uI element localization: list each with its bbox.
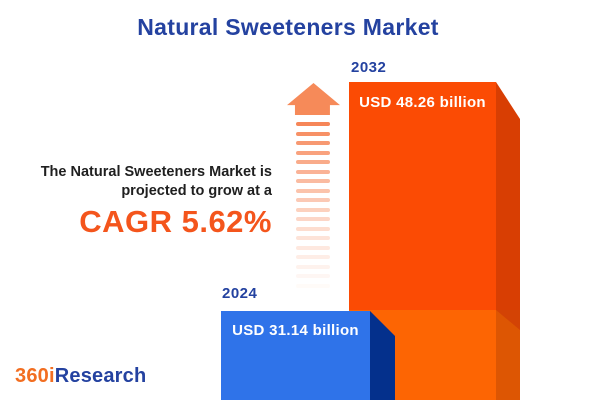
bar-2024-side bbox=[370, 311, 395, 400]
arrow-dash bbox=[296, 198, 330, 202]
year-label-2024: 2024 bbox=[222, 285, 258, 302]
arrow-dash bbox=[296, 141, 330, 145]
arrow-dash bbox=[296, 245, 330, 250]
arrow-dash bbox=[296, 264, 330, 269]
arrow-dash bbox=[296, 169, 330, 174]
arrow-dash bbox=[296, 150, 330, 155]
cagr-value: CAGR 5.62% bbox=[79, 204, 272, 239]
arrow-dash bbox=[296, 274, 330, 278]
bar-2032-front-growth-segment bbox=[349, 82, 496, 310]
arrow-dash bbox=[296, 207, 330, 212]
annotation-line-1: The Natural Sweeteners Market is bbox=[40, 164, 272, 180]
arrow-dash bbox=[296, 188, 330, 193]
annotation-block: The Natural Sweeteners Market is project… bbox=[0, 163, 272, 240]
arrow-dash bbox=[296, 179, 330, 183]
arrow-dash bbox=[296, 122, 330, 126]
arrow-dash bbox=[296, 255, 330, 259]
bar-value-2024: USD 31.14 billion bbox=[232, 322, 359, 339]
arrow-dash bbox=[296, 131, 330, 136]
arrow-dash bbox=[296, 160, 330, 164]
brand-logo: 360iResearch bbox=[15, 365, 146, 388]
brand-logo-prefix: 360i bbox=[15, 365, 55, 387]
arrow-dash bbox=[296, 283, 330, 288]
bar-2032-side-seam-bevel bbox=[496, 310, 520, 330]
brand-logo-suffix: Research bbox=[54, 365, 147, 387]
arrow-dash bbox=[296, 217, 330, 221]
bar-2024-front bbox=[221, 311, 370, 400]
arrow-dash bbox=[296, 226, 330, 231]
page-title: Natural Sweeteners Market bbox=[137, 14, 439, 40]
year-label-2032: 2032 bbox=[351, 59, 387, 76]
arrow-dash bbox=[296, 236, 330, 240]
bar-value-2032: USD 48.26 billion bbox=[359, 94, 486, 111]
bar-2032-side-base-segment bbox=[496, 310, 520, 400]
growth-arrow-shaft bbox=[296, 122, 330, 288]
bar-2032-side-growth-segment bbox=[496, 82, 520, 310]
annotation-line-2: projected to grow at a bbox=[121, 183, 272, 199]
